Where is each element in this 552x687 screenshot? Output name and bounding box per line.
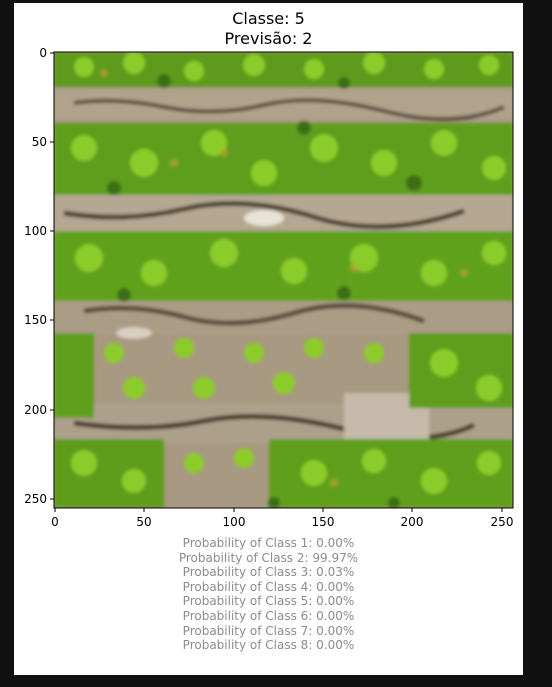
x-tick-label: 150 <box>312 515 335 529</box>
y-tick-label: 50 <box>32 135 47 149</box>
x-tick-label: 100 <box>223 515 246 529</box>
y-tick-label: 0 <box>39 46 47 60</box>
x-tick-label: 50 <box>136 515 151 529</box>
probability-list: Probability of Class 1: 0.00% Probabilit… <box>14 536 523 653</box>
y-tick-label: 200 <box>24 403 47 417</box>
probability-item: Probability of Class 5: 0.00% <box>182 594 355 609</box>
y-tick-label: 250 <box>24 492 47 506</box>
x-tick-label: 250 <box>491 515 514 529</box>
y-axis: 0 50 100 150 200 250 <box>24 46 54 506</box>
plot-figure: Classe: 5 Previsão: 2 <box>14 3 523 675</box>
plot-title-class: Classe: 5 <box>232 9 305 28</box>
probability-item: Probability of Class 7: 0.00% <box>182 623 355 638</box>
x-axis: 0 50 100 150 200 250 <box>51 508 513 529</box>
crop-field-image <box>54 52 513 508</box>
y-tick-label: 100 <box>24 224 47 238</box>
x-tick-label: 0 <box>51 515 59 529</box>
x-tick-label: 200 <box>401 515 424 529</box>
plot-title-prediction: Previsão: 2 <box>224 29 313 48</box>
probability-item: Probability of Class 1: 0.00% <box>182 536 355 550</box>
probability-item: Probability of Class 8: 0.00% <box>182 638 355 653</box>
y-tick-label: 150 <box>24 313 47 327</box>
image-axes: 0 50 100 150 200 250 0 50 100 150 200 25… <box>24 46 514 529</box>
probability-item: Probability of Class 6: 0.00% <box>182 608 355 623</box>
probability-item: Probability of Class 4: 0.00% <box>182 579 355 594</box>
probability-item: Probability of Class 2: 99.97% <box>178 550 359 565</box>
probability-item: Probability of Class 3: 0.03% <box>182 565 355 580</box>
